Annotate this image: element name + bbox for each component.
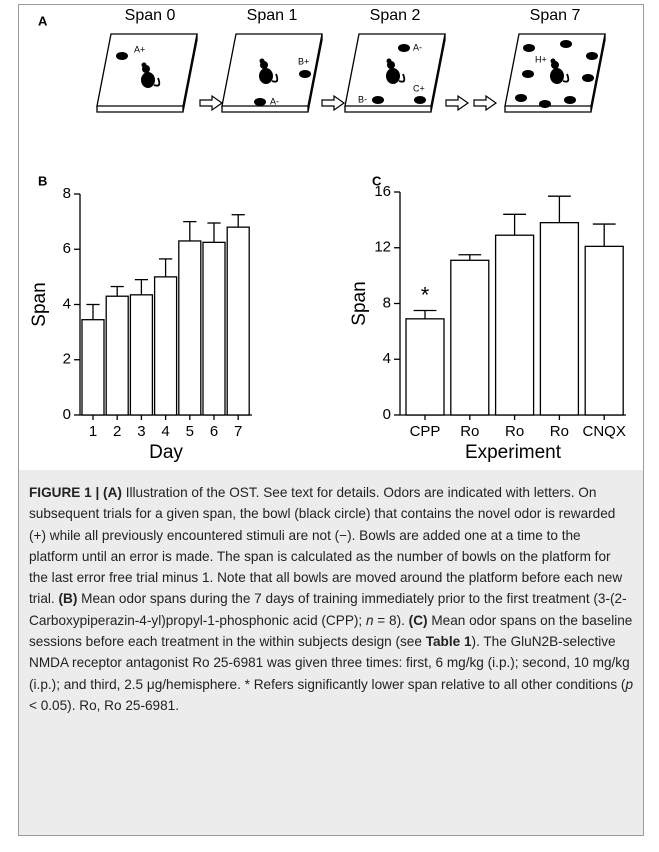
bowl-label: A+ [134,44,145,54]
x-tick-label: 6 [210,423,218,440]
x-tick-label: 3 [137,423,145,440]
x-tick-label: CPP [410,423,441,440]
span-panel: Span 0 A+ [97,7,197,112]
y-axis-label: Span [349,281,370,325]
bar [155,277,177,415]
page: A Span 0 A+ Span 1 B+ A- Span 2 A- C+ B-… [0,0,659,852]
caption-run: = 8). [374,613,409,628]
bar [585,246,623,415]
caption-run: n [366,613,374,628]
y-tick-label: 2 [63,351,71,368]
span-title: Span 2 [370,7,421,24]
y-axis-label: Span [29,282,50,326]
bowl-label: H+ [535,54,547,64]
span-panel: Span 1 B+ A- [222,7,322,112]
annotation: * [421,282,430,307]
bowl-label: C+ [413,83,425,93]
x-tick-label: 1 [89,423,97,440]
x-tick-label: Ro [505,423,524,440]
y-tick-label: 0 [383,406,391,423]
y-tick-label: 16 [374,183,391,200]
bar [496,235,534,415]
bowl-label: A- [413,42,422,52]
y-tick-label: 4 [63,295,71,312]
bowl-label: B- [358,94,367,104]
bowl-label: B+ [298,56,309,66]
bar [406,319,444,415]
bar [203,242,225,415]
bar [82,320,104,415]
caption-run: (B) [58,591,77,606]
caption-run: Table 1 [426,634,472,649]
y-tick-label: 12 [374,239,391,256]
caption: FIGURE 1 | (A) Illustration of the OST. … [19,470,643,835]
x-axis-label: Day [149,442,183,463]
y-tick-label: 6 [63,240,71,257]
bar [130,295,152,415]
bar [106,296,128,415]
caption-run: FIGURE 1 | (A) [29,485,122,500]
x-axis-label: Experiment [465,442,562,463]
bar [227,227,249,415]
x-tick-label: 7 [234,423,242,440]
x-tick-label: CNQX [583,423,626,440]
x-tick-label: Ro [550,423,569,440]
bowl-label: A- [270,96,279,106]
caption-run: (C) [409,613,428,628]
x-tick-label: 4 [161,423,169,440]
x-tick-label: Ro [460,423,479,440]
span-title: Span 7 [530,7,581,24]
bar [540,223,578,415]
y-tick-label: 4 [383,350,391,367]
bar [179,241,201,415]
y-tick-label: 0 [63,406,71,423]
caption-run: p [625,677,633,692]
bar [451,260,489,415]
x-tick-label: 5 [186,423,194,440]
panel-label: B [38,173,47,188]
y-tick-label: 8 [383,294,391,311]
caption-run: Illustration of the OST. See text for de… [29,485,622,606]
figure: A Span 0 A+ Span 1 B+ A- Span 2 A- C+ B-… [0,0,659,470]
span-panel: Span 2 A- C+ B- [345,7,445,112]
span-title: Span 1 [247,7,298,24]
span-panel: Span 7 H+ [505,7,605,112]
span-title: Span 0 [125,7,176,24]
x-tick-label: 2 [113,423,121,440]
y-tick-label: 8 [63,185,71,202]
caption-run: < 0.05). Ro, Ro 25-6981. [29,698,179,713]
panel-label: A [38,13,48,28]
